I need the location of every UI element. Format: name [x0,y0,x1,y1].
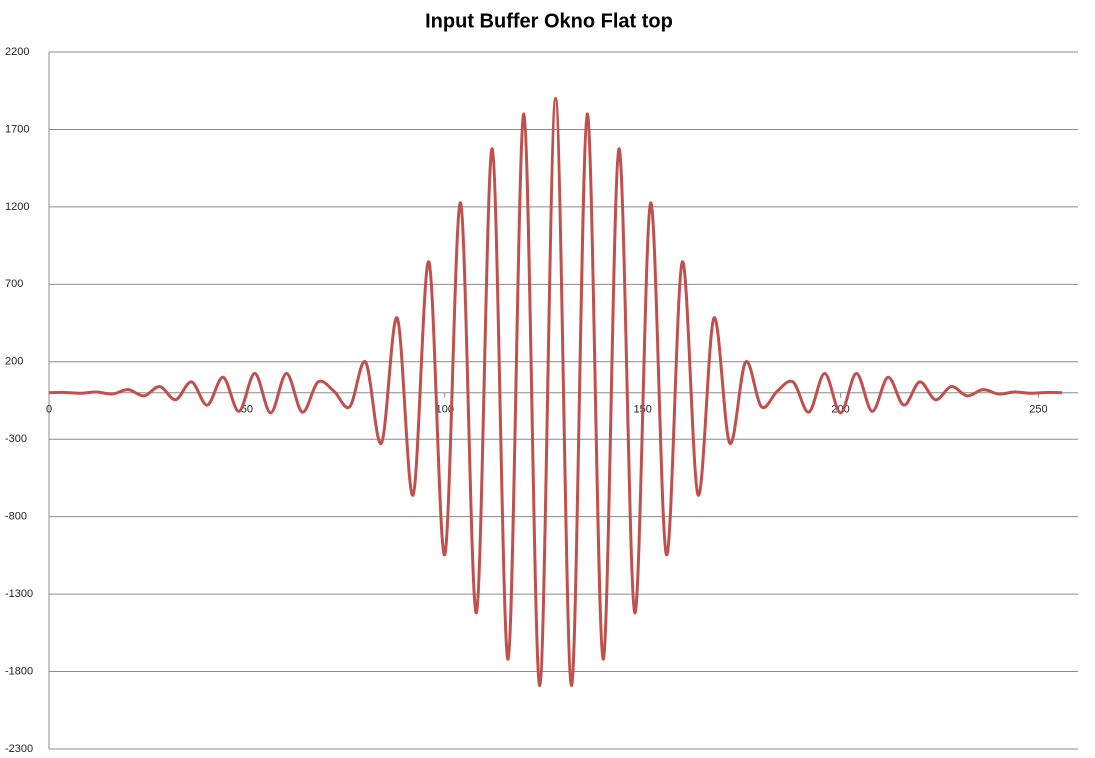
y-tick-label: -1800 [5,665,33,677]
y-tick-label: -1300 [5,588,33,600]
y-tick-label: 1200 [5,201,29,213]
y-tick-label: 1700 [5,123,29,135]
x-tick-label: 250 [1029,404,1047,416]
x-tick-label: 0 [46,404,52,416]
x-tick-label: 100 [436,404,454,416]
y-tick-label: -2300 [5,743,33,755]
y-tick-label: -300 [5,433,27,445]
y-tick-label: 700 [5,278,23,290]
y-tick-label: 2200 [5,46,29,58]
data-line [48,96,1063,688]
chart-title: Input Buffer Okno Flat top [425,10,673,32]
y-tick-label: -800 [5,511,27,523]
y-tick-label: 200 [5,356,23,368]
